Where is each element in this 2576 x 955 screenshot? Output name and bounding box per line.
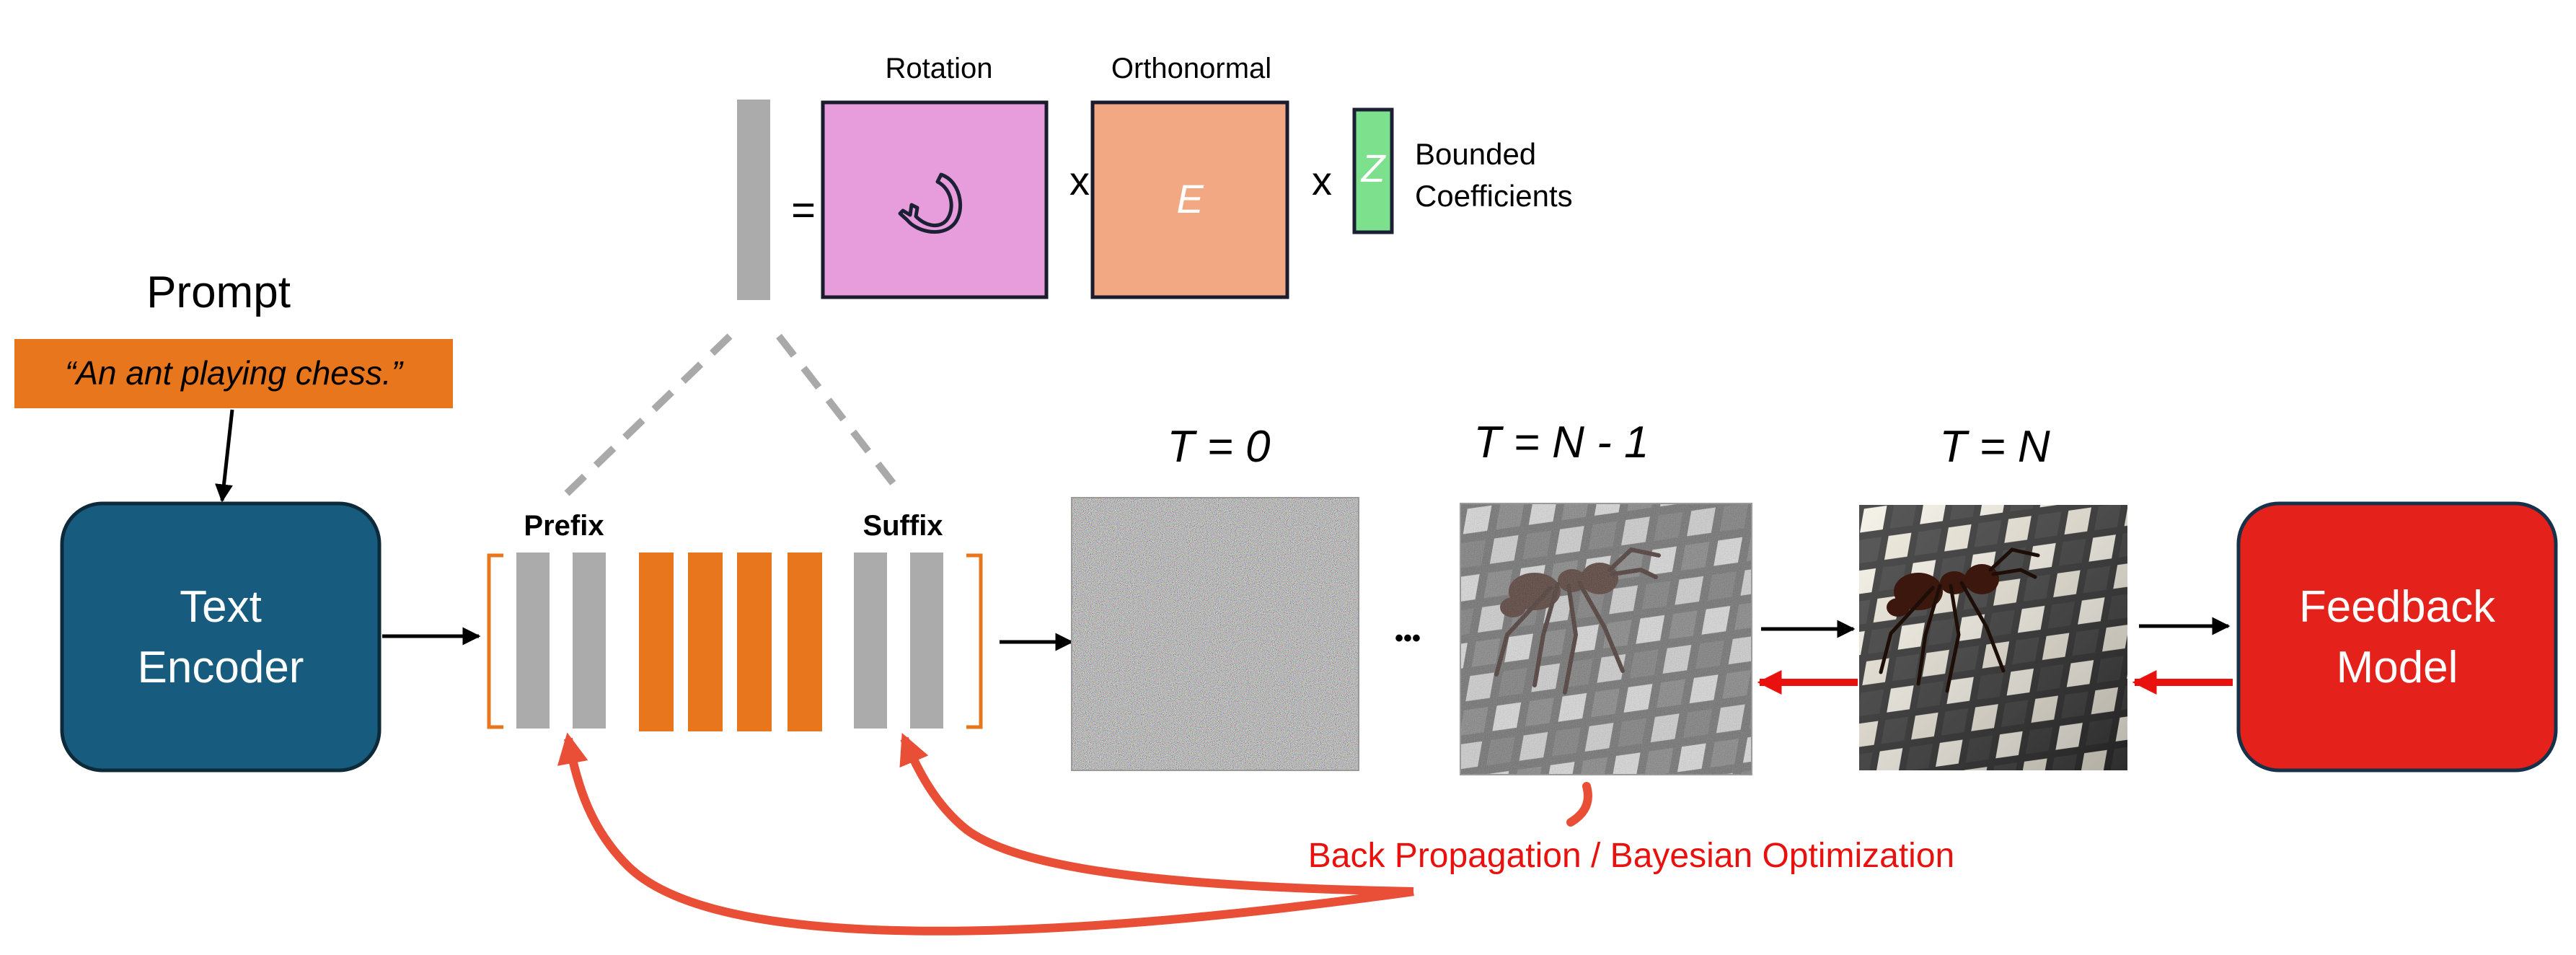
prefix-label: Prefix <box>524 510 604 542</box>
coefficient-vector <box>1352 107 1394 234</box>
prompt-token-2 <box>688 553 723 731</box>
feedback-model-box <box>2236 501 2558 773</box>
prefix-token-1 <box>516 553 550 729</box>
token-vector-bar <box>737 100 770 300</box>
backprop-arrow-to-prefix <box>557 732 1414 936</box>
timestep-label-tn: T = N <box>1939 422 2050 472</box>
text-encoder-label-line2: Encoder <box>138 643 304 692</box>
timestep-ellipsis: ••• <box>1395 625 1421 652</box>
prompt-box <box>14 339 453 408</box>
timestep-label-t0: T = 0 <box>1167 422 1270 472</box>
suffix-token-2 <box>910 553 943 729</box>
timestep-label-tn1: T = N - 1 <box>1474 418 1649 467</box>
text-encoder-label-line1: Text <box>180 582 262 632</box>
orthonormal-matrix <box>1090 100 1289 299</box>
text-encoder-box <box>60 501 381 773</box>
rotation-arrow-icon <box>898 172 962 234</box>
clean-ant-image <box>1859 505 2127 770</box>
noise-image-t0 <box>1071 497 1359 771</box>
orthonormal-symbol: E <box>1176 176 1204 221</box>
dashed-line-left <box>564 333 733 496</box>
suffix-label: Suffix <box>863 510 943 542</box>
prompt-to-encoder-arrow <box>215 409 234 503</box>
equals-sign: = <box>791 187 816 234</box>
prompt-token-4 <box>788 553 822 731</box>
optimization-label: Back Propagation / Bayesian Optimization <box>1308 837 1954 875</box>
times-sign-1: x <box>1069 158 1090 203</box>
left-bracket <box>487 553 503 729</box>
prompt-title: Prompt <box>146 268 291 317</box>
orthonormal-label: Orthonormal <box>1111 53 1271 84</box>
rotation-label: Rotation <box>886 53 993 84</box>
backprop-arrow-to-suffix <box>899 733 1414 896</box>
coefficients-label-line2: Coefficients <box>1415 179 1573 213</box>
suffix-token-1 <box>854 553 887 729</box>
noisy-ant-image <box>1460 503 1752 775</box>
right-bracket <box>966 553 983 729</box>
feedback-model-label-line2: Model <box>2337 643 2458 692</box>
coefficients-label-line1: Bounded <box>1415 137 1536 171</box>
optimization-source-tick <box>1566 782 1592 827</box>
times-sign-2: x <box>1312 158 1332 203</box>
prompt-text: “An ant playing chess.” <box>65 354 405 392</box>
dashed-line-right <box>776 333 897 488</box>
prompt-token-3 <box>737 553 772 731</box>
prompt-token-1 <box>639 553 674 731</box>
coefficient-symbol: Z <box>1360 147 1387 190</box>
feedback-model-label-line1: Feedback <box>2299 582 2496 632</box>
prefix-token-2 <box>573 553 606 729</box>
rotation-matrix <box>821 100 1049 299</box>
